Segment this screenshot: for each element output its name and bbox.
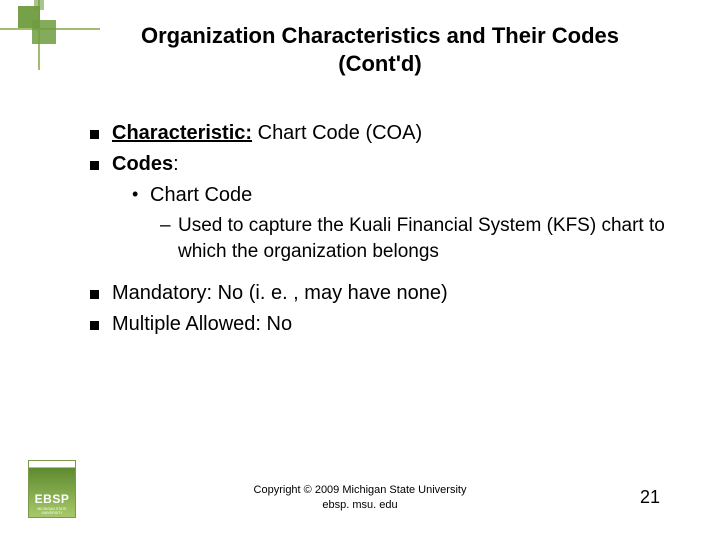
- characteristic-value: Chart Code (COA): [252, 122, 422, 144]
- dash-bullet-icon: –: [160, 213, 178, 264]
- dot-bullet-icon: •: [132, 182, 150, 209]
- bullet-mandatory: Mandatory: No (i. e. , may have none): [90, 280, 670, 307]
- bullet-multiple: Multiple Allowed: No: [90, 311, 670, 338]
- bullet-characteristic: Characteristic: Chart Code (COA): [90, 120, 670, 147]
- corner-decoration: [0, 0, 100, 80]
- characteristic-label: Characteristic:: [112, 122, 252, 144]
- bullet-code-item: • Chart Code: [132, 182, 670, 209]
- footer-url: ebsp. msu. edu: [0, 498, 720, 512]
- code-item-text: Chart Code: [150, 182, 252, 209]
- codes-colon: :: [173, 153, 179, 175]
- multiple-text: Multiple Allowed: No: [112, 311, 292, 338]
- square-bullet-icon: [90, 130, 99, 139]
- content-area: Characteristic: Chart Code (COA) Codes: …: [90, 120, 670, 342]
- footer-copyright: Copyright © 2009 Michigan State Universi…: [0, 483, 720, 497]
- square-bullet-icon: [90, 161, 99, 170]
- bullet-codes: Codes:: [90, 151, 670, 178]
- bullet-code-desc: – Used to capture the Kuali Financial Sy…: [160, 213, 670, 264]
- page-number: 21: [640, 487, 660, 508]
- code-desc-text: Used to capture the Kuali Financial Syst…: [178, 213, 670, 264]
- slide-title: Organization Characteristics and Their C…: [100, 22, 660, 77]
- codes-label: Codes: [112, 153, 173, 175]
- square-bullet-icon: [90, 290, 99, 299]
- square-bullet-icon: [90, 321, 99, 330]
- footer: Copyright © 2009 Michigan State Universi…: [0, 483, 720, 512]
- mandatory-text: Mandatory: No (i. e. , may have none): [112, 280, 448, 307]
